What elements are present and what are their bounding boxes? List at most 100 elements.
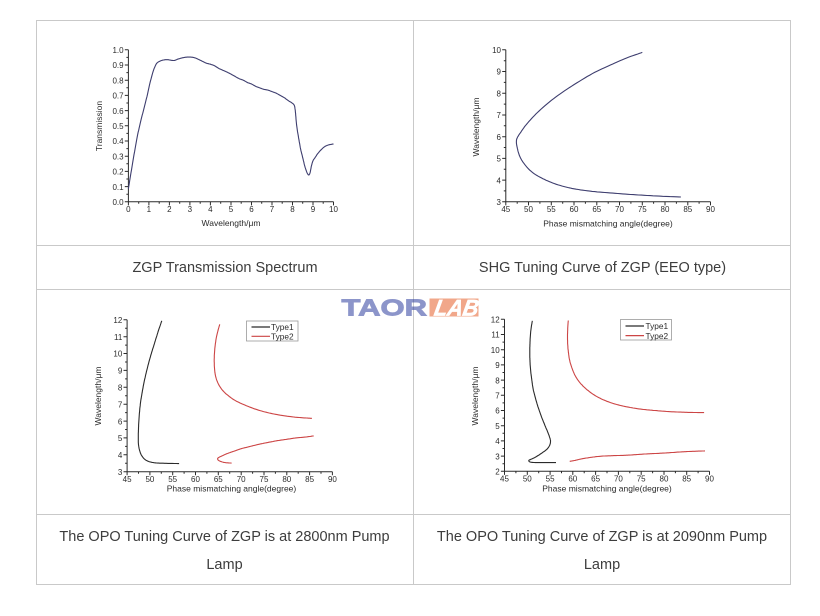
svg-text:Lamp: Lamp	[584, 557, 620, 573]
svg-text:Wavelength/μm: Wavelength/μm	[202, 218, 261, 228]
svg-text:45: 45	[123, 475, 132, 484]
svg-text:11: 11	[114, 333, 123, 342]
svg-text:7: 7	[118, 400, 123, 409]
svg-text:60: 60	[191, 475, 200, 484]
svg-text:3: 3	[497, 198, 502, 207]
svg-text:0.5: 0.5	[112, 122, 124, 131]
svg-text:0.0: 0.0	[112, 198, 124, 207]
svg-text:5: 5	[497, 155, 502, 164]
svg-text:75: 75	[637, 475, 646, 484]
svg-text:70: 70	[615, 205, 624, 214]
svg-text:9: 9	[497, 68, 502, 77]
svg-text:4: 4	[497, 176, 502, 185]
svg-text:5: 5	[495, 422, 500, 431]
svg-text:90: 90	[328, 475, 337, 484]
svg-text:65: 65	[591, 475, 600, 484]
svg-text:Wavelength/μm: Wavelength/μm	[93, 367, 103, 426]
svg-text:6: 6	[118, 417, 123, 426]
svg-text:4: 4	[118, 451, 123, 460]
svg-text:50: 50	[145, 475, 154, 484]
svg-text:LAB: LAB	[433, 294, 482, 320]
svg-text:70: 70	[614, 475, 623, 484]
svg-text:0.6: 0.6	[112, 107, 124, 116]
svg-text:10: 10	[329, 205, 338, 214]
svg-text:2: 2	[167, 205, 172, 214]
svg-text:12: 12	[113, 316, 122, 325]
svg-text:0.8: 0.8	[112, 76, 124, 85]
svg-text:55: 55	[547, 205, 556, 214]
svg-text:60: 60	[568, 475, 577, 484]
svg-text:9: 9	[495, 361, 500, 370]
svg-text:3: 3	[188, 205, 193, 214]
svg-text:75: 75	[638, 205, 647, 214]
svg-text:45: 45	[501, 205, 510, 214]
svg-text:0.7: 0.7	[112, 92, 124, 101]
svg-text:4: 4	[495, 437, 500, 446]
svg-text:8: 8	[290, 205, 295, 214]
svg-text:10: 10	[113, 350, 122, 359]
svg-text:0.2: 0.2	[112, 168, 124, 177]
svg-text:45: 45	[500, 475, 509, 484]
svg-text:Phase mismatching angle(degree: Phase mismatching angle(degree)	[167, 484, 297, 494]
svg-text:4: 4	[208, 205, 213, 214]
svg-text:The OPO Tuning Curve of ZGP is: The OPO Tuning Curve of ZGP is at 2800nm…	[59, 529, 389, 545]
svg-text:The OPO Tuning Curve of ZGP is: The OPO Tuning Curve of ZGP is at 2090nm…	[437, 529, 767, 545]
svg-text:Type1: Type1	[646, 321, 669, 331]
svg-text:2: 2	[495, 468, 500, 477]
svg-text:Wavelength/μm: Wavelength/μm	[470, 367, 480, 426]
svg-text:0: 0	[126, 205, 131, 214]
svg-text:8: 8	[118, 384, 123, 393]
svg-text:Phase mismatching angle(degree: Phase mismatching angle(degree)	[543, 219, 673, 229]
svg-text:8: 8	[497, 90, 502, 99]
svg-text:55: 55	[168, 475, 177, 484]
svg-text:90: 90	[705, 475, 714, 484]
svg-text:0.1: 0.1	[112, 183, 124, 192]
svg-text:3: 3	[495, 452, 500, 461]
svg-text:1.0: 1.0	[112, 46, 124, 55]
svg-text:80: 80	[661, 205, 670, 214]
svg-text:6: 6	[249, 205, 254, 214]
svg-text:65: 65	[592, 205, 601, 214]
svg-text:12: 12	[491, 316, 500, 325]
svg-text:Lamp: Lamp	[206, 557, 242, 573]
svg-text:5: 5	[229, 205, 234, 214]
svg-text:0.4: 0.4	[112, 137, 124, 146]
svg-text:10: 10	[491, 346, 500, 355]
svg-text:80: 80	[660, 475, 669, 484]
svg-text:50: 50	[524, 205, 533, 214]
svg-text:Transmission: Transmission	[94, 101, 104, 151]
svg-text:TAOR: TAOR	[342, 295, 428, 321]
svg-text:Type2: Type2	[271, 332, 294, 342]
svg-text:50: 50	[523, 475, 532, 484]
svg-text:1: 1	[147, 205, 152, 214]
svg-text:3: 3	[118, 468, 123, 477]
svg-text:75: 75	[260, 475, 269, 484]
svg-text:6: 6	[497, 133, 502, 142]
svg-text:65: 65	[214, 475, 223, 484]
svg-text:10: 10	[492, 46, 501, 55]
svg-text:60: 60	[570, 205, 579, 214]
svg-text:9: 9	[118, 367, 123, 376]
svg-text:7: 7	[497, 111, 502, 120]
svg-text:Type2: Type2	[646, 331, 669, 341]
svg-text:5: 5	[118, 434, 123, 443]
svg-text:Phase mismatching angle(degree: Phase mismatching angle(degree)	[542, 484, 672, 494]
svg-text:80: 80	[282, 475, 291, 484]
svg-text:90: 90	[706, 205, 715, 214]
svg-text:7: 7	[495, 392, 500, 401]
svg-text:9: 9	[311, 205, 316, 214]
svg-text:85: 85	[682, 475, 691, 484]
svg-text:55: 55	[546, 475, 555, 484]
svg-text:Wavelength/μm: Wavelength/μm	[471, 98, 481, 157]
svg-text:70: 70	[237, 475, 246, 484]
svg-text:11: 11	[491, 331, 500, 340]
svg-text:SHG Tuning Curve of ZGP (EEO t: SHG Tuning Curve of ZGP (EEO type)	[479, 260, 726, 276]
svg-text:7: 7	[270, 205, 275, 214]
svg-text:6: 6	[495, 407, 500, 416]
svg-text:0.9: 0.9	[112, 61, 124, 70]
svg-text:85: 85	[305, 475, 314, 484]
svg-text:8: 8	[495, 376, 500, 385]
svg-text:ZGP Transmission Spectrum: ZGP Transmission Spectrum	[132, 260, 317, 276]
svg-text:0.3: 0.3	[112, 152, 124, 161]
svg-text:Type1: Type1	[271, 322, 294, 332]
